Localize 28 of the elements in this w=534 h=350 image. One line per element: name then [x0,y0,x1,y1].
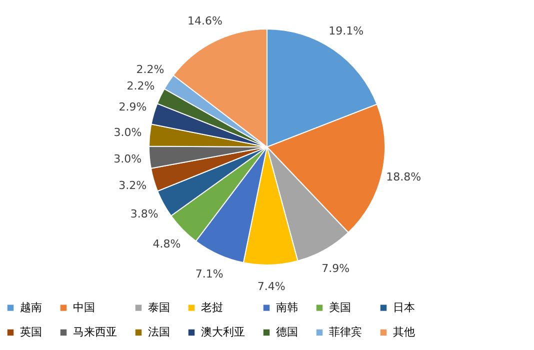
data-label: 7.4% [257,280,286,293]
legend-label: 泰国 [148,300,170,314]
data-label: 3.0% [114,126,142,139]
legend-label: 老挝 [201,300,223,314]
data-label: 4.8% [152,238,181,251]
data-label: 14.6% [188,14,222,28]
data-label: 3.8% [130,207,158,220]
legend-label: 美国 [329,300,351,314]
legend-label: 英国 [20,326,42,338]
data-label: 2.9% [118,100,147,114]
data-label: 2.2% [126,80,155,93]
data-label: 3.2% [118,179,147,192]
data-label: 3.0% [114,152,142,166]
legend-label: 中国 [73,300,95,314]
data-label: 18.8% [386,170,422,184]
legend-label: 其他 [393,326,415,338]
legend-label: 德国 [276,326,298,338]
legend-label: 日本 [393,300,415,314]
legend-label: 菲律宾 [329,326,362,338]
data-label: 7.9% [322,262,350,276]
legend-label: 南韩 [276,300,298,314]
data-label: 19.1% [328,24,364,38]
legend-label: 澳大利亚 [201,326,245,338]
legend-label: 法国 [148,326,170,338]
legend-label: 马来西亚 [73,326,117,338]
data-label: 2.2% [136,62,164,76]
data-label: 7.1% [195,268,224,281]
legend-label: 越南 [20,300,42,314]
